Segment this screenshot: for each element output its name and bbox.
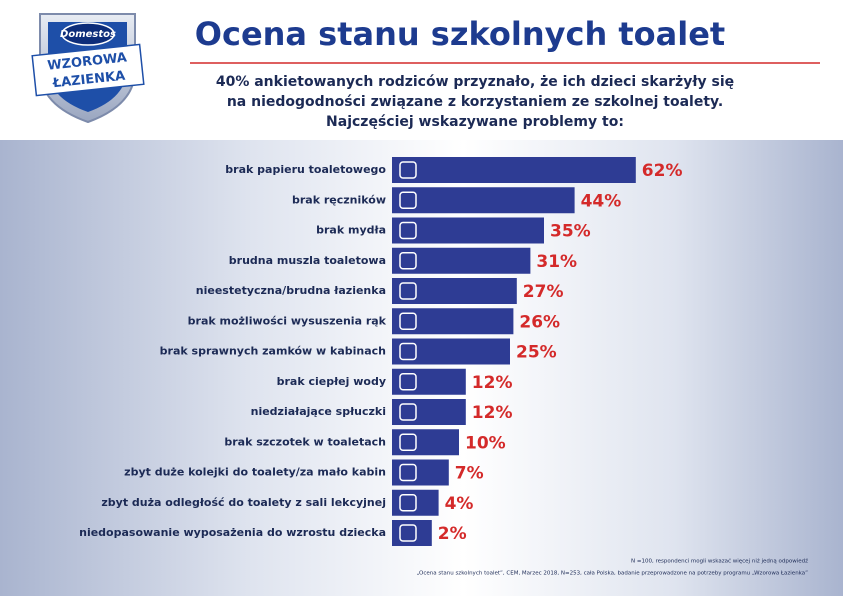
icon xyxy=(399,282,417,300)
category-label: brak szczotek w toaletach xyxy=(224,435,386,448)
bar xyxy=(425,157,636,183)
icon xyxy=(399,494,417,512)
value-label: 25% xyxy=(516,343,557,363)
icon-box xyxy=(392,368,425,395)
value-label: 12% xyxy=(472,403,513,423)
icon xyxy=(399,373,417,391)
bar xyxy=(425,217,544,244)
category-label: brak ciepłej wody xyxy=(277,375,386,388)
category-label: zbyt duża odległość do toalety z sali le… xyxy=(101,496,386,509)
bar xyxy=(425,187,575,214)
icon-box xyxy=(392,399,425,425)
value-label: 31% xyxy=(536,252,577,272)
icon-box xyxy=(392,338,425,365)
icon-box xyxy=(392,157,425,183)
bar xyxy=(425,278,517,304)
bar xyxy=(425,459,449,486)
value-label: 7% xyxy=(455,464,484,484)
icon-box xyxy=(392,247,425,274)
icon xyxy=(399,433,417,451)
icon-box xyxy=(392,429,425,456)
value-label: 4% xyxy=(445,494,474,514)
icon xyxy=(399,161,417,179)
icon xyxy=(399,191,417,209)
footnote: „Ocena stanu szkolnych toalet”, CEM, Mar… xyxy=(416,571,808,577)
subtitle: 40% ankietowanych rodziców przyznało, że… xyxy=(216,74,734,90)
category-label: niedziałające spłuczki xyxy=(251,405,386,418)
icon-box xyxy=(392,187,425,214)
icon xyxy=(399,221,417,240)
value-label: 26% xyxy=(519,312,560,332)
icon-box xyxy=(392,278,425,304)
icon xyxy=(399,252,417,270)
value-label: 62% xyxy=(642,161,683,181)
icon xyxy=(399,463,417,482)
bar xyxy=(425,399,466,425)
icon xyxy=(399,312,417,330)
icon-box xyxy=(392,459,425,486)
category-label: zbyt duże kolejki do toalety/za mało kab… xyxy=(124,466,386,479)
bar xyxy=(425,308,514,335)
subtitle: na niedogodności związane z korzystaniem… xyxy=(227,94,723,110)
category-label: nieestetyczna/brudna łazienka xyxy=(196,284,386,297)
value-label: 10% xyxy=(465,433,506,453)
bar xyxy=(425,247,531,274)
category-label: brak ręczników xyxy=(292,193,386,206)
icon-box xyxy=(392,520,425,546)
bar xyxy=(425,368,466,395)
icon xyxy=(399,403,417,421)
value-label: 12% xyxy=(472,373,513,393)
icon-box xyxy=(392,308,425,335)
category-label: brak sprawnych zamków w kabinach xyxy=(160,345,386,358)
logo-brand: Domestos xyxy=(60,29,116,40)
bar xyxy=(425,429,459,456)
subtitle: Najczęściej wskazywane problemy to: xyxy=(326,114,624,130)
icon-box xyxy=(392,217,425,244)
icon xyxy=(399,524,417,542)
icon-box xyxy=(392,489,425,516)
bar xyxy=(425,338,510,365)
value-label: 27% xyxy=(523,282,564,302)
chart-title: Ocena stanu szkolnych toalet xyxy=(195,15,725,53)
value-label: 35% xyxy=(550,222,591,242)
footnote: N =100, respondenci mogli wskazać więcej… xyxy=(631,558,808,565)
logo: Domestos WZOROWA ŁAZIENKA xyxy=(31,13,145,124)
icon xyxy=(399,342,417,361)
bar xyxy=(425,489,439,516)
category-label: brak mydła xyxy=(316,224,386,237)
category-label: brudna muszla toaletowa xyxy=(229,254,386,267)
value-label: 2% xyxy=(438,524,467,544)
category-label: brak papieru toaletowego xyxy=(225,163,386,176)
category-label: niedopasowanie wyposażenia do wzrostu dz… xyxy=(79,526,386,539)
value-label: 44% xyxy=(581,191,622,211)
category-label: brak możliwości wysuszenia rąk xyxy=(188,314,387,327)
bar xyxy=(425,520,432,546)
